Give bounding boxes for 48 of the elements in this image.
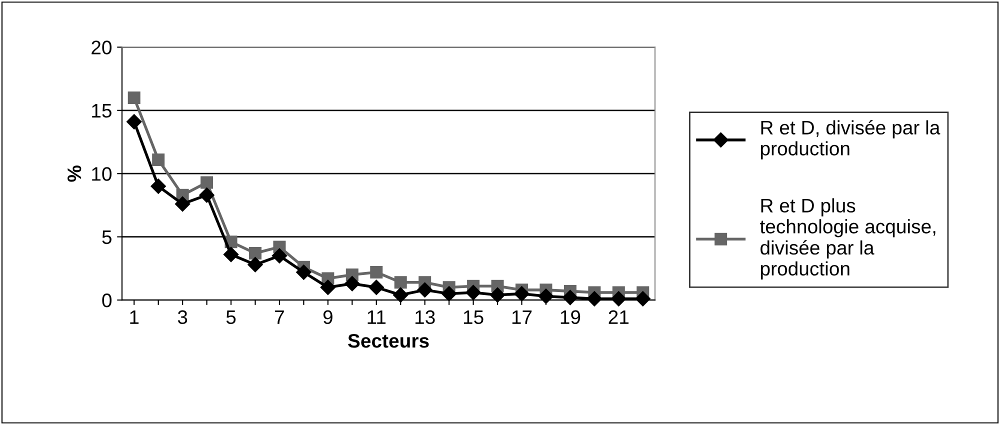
point (296, 264, 312, 280)
x-tick-label: 19 (560, 310, 580, 324)
x-tick-label: 21 (608, 310, 629, 324)
x-tick-label: 1 (130, 310, 139, 324)
x-tick-label: 11 (368, 310, 386, 324)
point (128, 92, 140, 104)
x-tick-label: 7 (275, 310, 284, 324)
point (200, 176, 214, 189)
y-tick-label: 5 (102, 230, 112, 244)
point (466, 284, 481, 300)
point (538, 288, 554, 304)
y-axis-title: % (68, 165, 82, 182)
point (152, 153, 165, 166)
x-tick-label: 15 (464, 310, 484, 324)
point (223, 246, 239, 262)
point (150, 178, 166, 194)
x-tick-label: 9 (323, 310, 332, 324)
point (344, 276, 360, 292)
x-axis-title: Secteurs (348, 334, 429, 348)
y-tick-label: 15 (92, 104, 112, 118)
point (586, 291, 602, 306)
point (249, 247, 262, 260)
x-tick-label: 17 (512, 310, 532, 324)
legend-label: R et D plus technologie acquise, divisée par la production (760, 198, 936, 280)
point (562, 290, 578, 306)
point (442, 286, 457, 302)
x-tick-label: 5 (226, 310, 236, 324)
point (514, 286, 530, 302)
point (248, 257, 263, 272)
x-tick-label: 3 (178, 310, 188, 324)
point (320, 280, 336, 295)
point (370, 266, 383, 278)
point (635, 291, 650, 306)
legend-label: R et D, divisée par la production (760, 120, 940, 160)
y-tick-label: 0 (102, 294, 112, 308)
point (368, 280, 384, 295)
point (199, 188, 214, 203)
point (611, 291, 626, 306)
point (393, 287, 408, 303)
point (272, 248, 288, 264)
point (490, 287, 506, 303)
y-tick-label: 20 (92, 40, 112, 54)
point (394, 276, 407, 289)
x-tick-label: 13 (416, 310, 435, 324)
y-tick-label: 10 (92, 167, 112, 181)
point (126, 114, 142, 130)
point (175, 196, 190, 212)
point (417, 282, 432, 298)
